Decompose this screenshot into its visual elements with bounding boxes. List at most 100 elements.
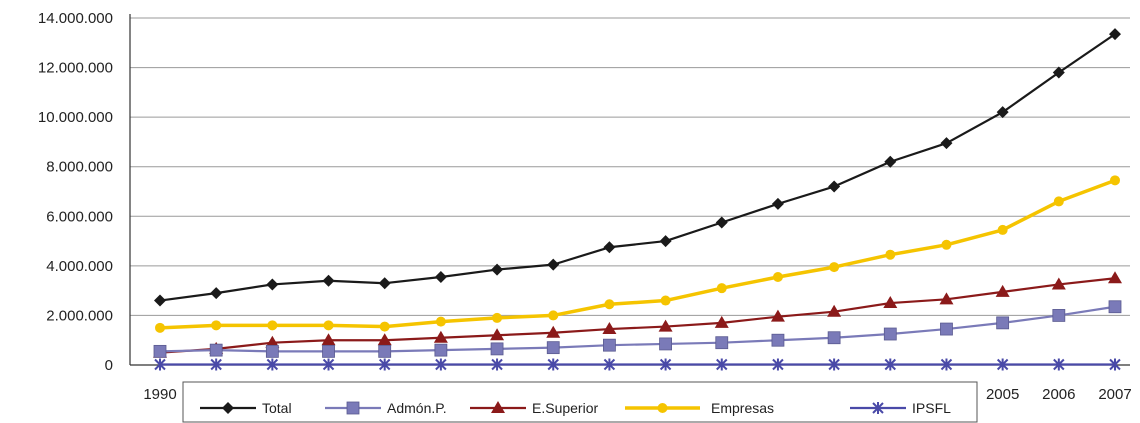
x-tick-label: 2005 [986,386,1019,403]
data-point [153,344,167,358]
data-point [322,344,335,358]
data-point [884,358,897,371]
data-point [210,287,223,300]
data-point [1108,271,1122,284]
data-point [265,344,279,358]
series-empresas [155,175,1120,333]
legend-entry: Total [200,400,292,416]
data-point [940,137,953,150]
axes [129,14,1130,366]
data-point [715,336,729,350]
data-point [602,322,617,335]
data-point [210,358,222,371]
data-point [322,358,335,371]
data-point [659,235,672,248]
data-point [491,358,503,371]
data-point [267,320,278,331]
legend-entry: E.Superior [470,400,598,416]
y-tick-label: 10.000.000 [38,109,113,126]
legend-marker [872,402,884,414]
data-point [996,358,1009,371]
data-point [547,258,560,271]
y-tick-label: 8.000.000 [46,159,113,176]
y-tick-label: 14.000.000 [38,10,113,27]
legend-marker [222,402,234,414]
legend-marker [491,401,505,413]
data-point [154,358,166,371]
legend-label: Empresas [711,400,774,416]
data-point [603,241,616,254]
data-point [660,295,671,306]
data-point [714,315,729,328]
data-point [770,309,785,322]
series-group [153,28,1122,371]
data-point [490,342,504,356]
series-line [159,178,1116,330]
data-point [323,320,334,331]
data-point [1110,175,1120,186]
y-tick-label: 2.000.000 [46,307,113,324]
legend-label: IPSFL [912,400,951,416]
legend-entry: Empresas [625,400,774,416]
data-point [492,312,503,323]
data-point [658,319,673,332]
data-point [1053,196,1064,207]
data-point [547,358,559,371]
data-point [659,358,672,371]
y-tick-label: 4.000.000 [46,258,113,275]
data-point [771,333,785,347]
data-point [266,358,279,371]
series-line [159,33,1116,302]
data-point [1109,358,1121,371]
data-point [939,292,954,305]
data-point [265,335,280,348]
data-point [996,106,1009,119]
data-point [604,299,615,310]
x-tick-label: 2006 [1042,386,1075,403]
data-point [996,316,1010,330]
data-point [659,337,672,351]
data-point [883,327,897,341]
data-point [1052,309,1066,322]
series-line [159,305,1116,353]
legend-label: Total [262,400,292,416]
data-point [941,239,952,250]
data-point [1053,358,1065,371]
legend-entry: Admón.P. [325,400,447,416]
data-point [997,224,1008,235]
data-point [155,322,165,333]
series-ipsfl [154,358,1121,371]
y-axis-tick-labels: 0 2.000.000 4.000.000 6.000.000 8.000.000 10.… [38,10,113,374]
data-point [433,330,448,343]
data-point [434,271,447,284]
legend-marker [346,401,360,415]
data-point [940,322,953,336]
data-point [435,316,446,327]
data-point [1051,277,1066,290]
legend-label: E.Superior [532,400,598,416]
data-point [546,341,560,355]
data-point [827,304,842,317]
legend: Total Admón.P. E.Superior Empresas IPSFL [182,381,978,423]
data-point [603,358,616,371]
y-tick-label: 6.000.000 [46,208,113,225]
data-point [321,333,336,346]
data-point [771,197,784,210]
data-point [434,343,448,357]
data-point [154,294,166,307]
legend-entry: IPSFL [850,400,951,416]
data-point [211,320,222,331]
data-point [716,358,728,371]
data-point [209,343,223,357]
data-point [435,358,447,371]
data-point [491,263,504,276]
data-point [884,155,897,168]
data-point [378,358,391,371]
data-point [940,358,953,371]
data-point [379,321,390,332]
data-point [377,333,392,346]
data-point [772,272,783,283]
series-line [159,277,1116,354]
legend-label: Admón.P. [387,400,447,416]
